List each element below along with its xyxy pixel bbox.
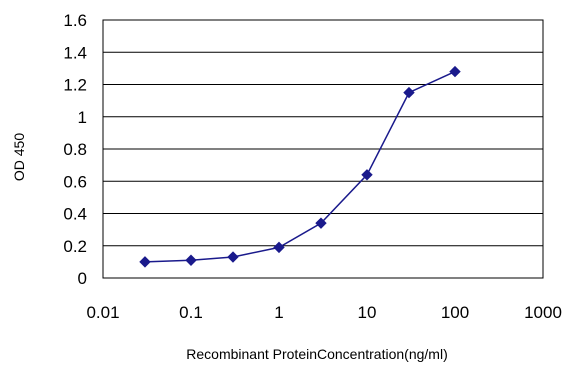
plot-area [102, 19, 544, 279]
y-tick-label: 0.4 [63, 205, 87, 224]
x-tick-label: 0.1 [179, 303, 203, 322]
data-point-marker [315, 217, 327, 229]
grid-lines [103, 19, 543, 247]
data-point-marker [139, 256, 151, 268]
x-tick-labels: 0.01 0.1 1 10 100 1000 [86, 303, 561, 322]
y-tick-label: 0.2 [63, 237, 87, 256]
x-tick-label: 100 [441, 303, 469, 322]
data-point-marker [449, 65, 461, 78]
data-point-marker [273, 241, 285, 254]
y-tick-label: 1 [78, 108, 87, 127]
data-point-marker [227, 251, 239, 263]
data-point-marker [185, 254, 197, 266]
series-line [144, 70, 456, 263]
x-tick-label: 1 [274, 303, 283, 322]
y-tick-label: 1.4 [63, 43, 87, 62]
data-point-marker [403, 86, 415, 99]
y-tick-label: 0 [78, 269, 87, 288]
y-tick-label: 0.6 [63, 172, 87, 191]
y-tick-label: 1.2 [63, 76, 87, 95]
x-tick-label: 0.01 [86, 303, 119, 322]
y-axis-title: OD 450 [11, 133, 27, 181]
y-tick-label: 1.6 [63, 11, 87, 30]
data-point-marker [361, 169, 373, 181]
x-tick-label: 1000 [524, 303, 562, 322]
x-axis-title: Recombinant ProteinConcentration(ng/ml) [186, 346, 447, 362]
data-series [139, 65, 461, 268]
y-tick-label: 0.8 [63, 140, 87, 159]
y-tick-labels: 0 0.2 0.4 0.6 0.8 1 1.2 1.4 1.6 [63, 11, 87, 288]
x-tick-label: 10 [358, 303, 377, 322]
